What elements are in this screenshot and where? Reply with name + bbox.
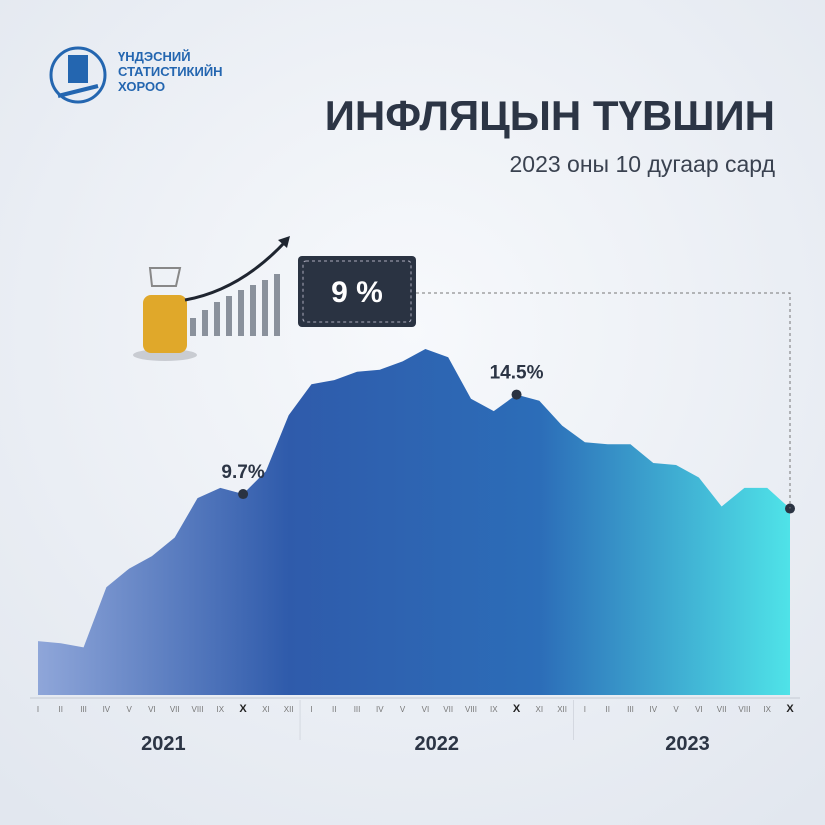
x-tick-label: IX: [763, 705, 771, 714]
year-label: 2021: [141, 733, 186, 755]
x-tick-label: II: [332, 705, 336, 714]
x-tick-label: III: [354, 705, 361, 714]
logo: [49, 46, 107, 104]
x-tick-label: VI: [695, 705, 703, 714]
data-point: [511, 389, 522, 400]
chart-title: ИНФЛЯЦЫН ТҮВШИН: [325, 92, 775, 139]
x-tick-label: IV: [376, 705, 384, 714]
x-tick-label: X: [239, 703, 247, 715]
x-tick-label: III: [80, 705, 87, 714]
org-name: ҮНДЭСНИЙ: [118, 49, 191, 64]
x-tick-label: VI: [422, 705, 430, 714]
x-tick-label: V: [400, 705, 406, 714]
value-label: 9 %: [331, 276, 383, 309]
x-tick-label: III: [627, 705, 634, 714]
org-name: СТАТИСТИКИЙН: [118, 64, 223, 79]
x-tick-label: VIII: [738, 705, 750, 714]
x-tick-label: VIII: [192, 705, 204, 714]
chart-subtitle: 2023 оны 10 дугаар сард: [510, 151, 776, 177]
x-tick-label: X: [513, 703, 521, 715]
data-point: [785, 503, 795, 514]
x-tick-label: X: [786, 703, 794, 715]
x-tick-label: I: [584, 705, 586, 714]
x-tick-label: IV: [103, 705, 111, 714]
x-tick-label: V: [126, 705, 132, 714]
data-point: [238, 489, 249, 500]
x-tick-label: VIII: [465, 705, 477, 714]
x-tick-label: I: [37, 705, 39, 714]
x-tick-label: I: [310, 705, 312, 714]
org-name: ХОРОО: [118, 79, 165, 94]
x-tick-label: VII: [717, 705, 727, 714]
leader-line: [416, 292, 791, 509]
area: [38, 349, 790, 695]
x-tick-label: IX: [217, 705, 225, 714]
x-tick-label: IV: [649, 705, 657, 714]
x-tick-label: II: [605, 705, 609, 714]
x-tick-label: XI: [262, 705, 270, 714]
x-tick-label: VI: [148, 705, 156, 714]
value-label: 14.5%: [490, 363, 544, 384]
x-tick-label: VII: [443, 705, 453, 714]
x-tick-label: XI: [536, 705, 544, 714]
value-label: 9.7%: [221, 462, 264, 483]
x-tick-label: V: [673, 705, 679, 714]
x-tick-label: XII: [557, 705, 567, 714]
x-tick-label: XII: [284, 705, 294, 714]
illustration: [133, 236, 416, 361]
year-label: 2023: [665, 733, 710, 755]
x-tick-label: II: [59, 705, 63, 714]
year-label: 2022: [415, 733, 460, 755]
x-tick-label: IX: [490, 705, 498, 714]
x-tick-label: VII: [170, 705, 180, 714]
